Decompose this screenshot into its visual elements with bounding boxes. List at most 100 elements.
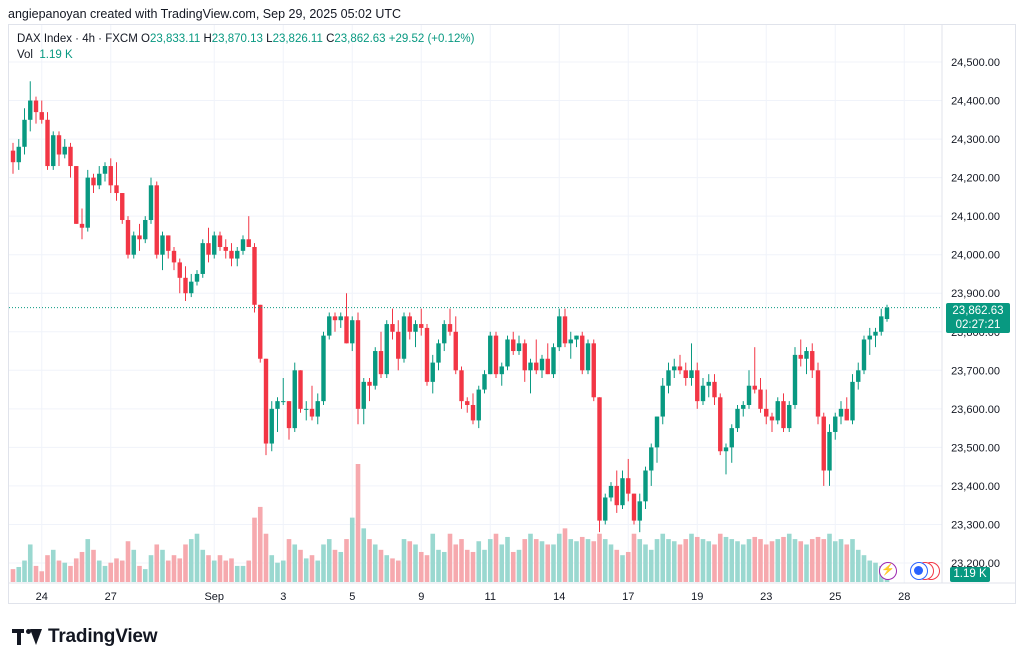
candle-body — [758, 389, 763, 409]
candle-body — [275, 401, 280, 409]
candle-body — [229, 250, 234, 259]
volume-bar — [579, 536, 585, 582]
volume-bar — [625, 551, 631, 582]
candle-body — [45, 119, 50, 167]
volume-bar — [303, 558, 309, 582]
candle-body — [407, 316, 412, 332]
x-tick-label: 17 — [622, 591, 634, 603]
candle-body — [424, 327, 430, 382]
volume-bar — [568, 539, 574, 582]
candle-body — [557, 316, 562, 348]
volume-bar — [234, 565, 240, 582]
candle-body — [258, 304, 263, 359]
x-tick-label: 5 — [349, 591, 355, 603]
candle-body — [68, 146, 73, 167]
country-flags-icon[interactable] — [910, 562, 946, 580]
x-tick-label: 19 — [691, 591, 703, 603]
candle-body — [861, 339, 867, 371]
candle-body — [838, 408, 844, 417]
low-label: L — [266, 33, 273, 45]
candle-body — [810, 351, 815, 371]
y-tick-label: 23,600.00 — [951, 404, 1000, 416]
last-volume-tag: 1.19 K — [950, 567, 990, 582]
candle-body — [413, 324, 418, 332]
y-tick-label: 23,500.00 — [951, 442, 1000, 454]
volume-bar — [85, 539, 91, 582]
volume-bar — [27, 544, 33, 582]
candle-body — [327, 316, 332, 336]
volume-bar — [424, 555, 430, 582]
volume-bar — [355, 464, 361, 582]
volume-bar — [114, 558, 119, 582]
volume-bar — [131, 549, 137, 582]
volume-bar — [91, 549, 96, 582]
volume-bar — [286, 539, 292, 582]
volume-label: Vol — [17, 49, 33, 61]
volume-bar — [539, 541, 545, 582]
high-label: H — [203, 33, 212, 45]
candle-body — [746, 385, 752, 405]
candle-body — [97, 173, 102, 186]
volume-bar — [137, 565, 142, 582]
volume-bar — [850, 539, 855, 582]
candle-body — [137, 235, 142, 240]
volume-bar — [861, 555, 867, 582]
candle-body — [465, 401, 470, 405]
volume-bar — [597, 533, 602, 582]
candle-body — [33, 100, 39, 113]
candle-body — [856, 370, 861, 382]
candle-body — [217, 235, 223, 247]
volume-bar — [315, 560, 321, 582]
volume-bar — [763, 544, 769, 582]
symbol-label[interactable]: DAX Index · 4h · FXCM — [17, 33, 138, 45]
y-tick-label: 24,100.00 — [951, 211, 1000, 223]
volume-bar — [815, 536, 821, 582]
candle-body — [212, 235, 217, 255]
candle-body — [194, 273, 200, 282]
candle-body — [534, 362, 539, 371]
candle-body — [453, 331, 458, 371]
candle-body — [815, 370, 821, 417]
volume-bar — [361, 528, 367, 582]
y-tick-label: 24,000.00 — [951, 250, 1000, 262]
x-tick-label: 25 — [829, 591, 841, 603]
lightning-icon[interactable]: ⚡ — [879, 562, 897, 580]
volume-bar — [643, 544, 648, 582]
candle-body — [643, 470, 648, 502]
candle-body — [16, 146, 21, 163]
candle-body — [884, 307, 890, 320]
volume-bar — [430, 533, 436, 582]
volume-bar — [516, 549, 522, 582]
volume-bar — [683, 539, 689, 582]
x-tick-label: 11 — [485, 591, 496, 603]
candle-body — [637, 501, 642, 521]
candle-body — [235, 250, 240, 259]
volume-bar — [154, 544, 160, 582]
volume-bar — [786, 533, 792, 582]
volume-bar — [804, 544, 809, 582]
volume-bar — [68, 565, 73, 582]
candle-body — [683, 370, 688, 379]
volume-bar — [165, 560, 171, 582]
tradingview-logo-icon — [12, 629, 42, 645]
candle-body — [482, 374, 487, 390]
candlestick-chart[interactable]: 24,500.00 24,400.00 24,300.00 24,200.00 24,1… — [0, 0, 1024, 610]
change-value: +29.52 (+0.12%) — [388, 33, 475, 45]
candle-body — [28, 100, 33, 120]
volume-bar — [217, 555, 223, 582]
volume-bar — [309, 555, 315, 582]
candle-body — [798, 354, 803, 359]
tradingview-logo[interactable]: TradingView — [12, 626, 158, 648]
volume-bar — [108, 562, 114, 582]
candle-body — [39, 112, 44, 120]
y-tick-label: 23,900.00 — [951, 288, 1000, 300]
candle-body — [79, 223, 85, 228]
volume-bar — [280, 560, 286, 582]
candle-body — [160, 235, 165, 255]
candle-body — [620, 478, 625, 506]
candle-body — [764, 408, 769, 417]
candle-body — [171, 250, 177, 263]
candle-body — [493, 335, 499, 375]
volume-bar — [493, 533, 499, 582]
candle-body — [143, 220, 148, 240]
